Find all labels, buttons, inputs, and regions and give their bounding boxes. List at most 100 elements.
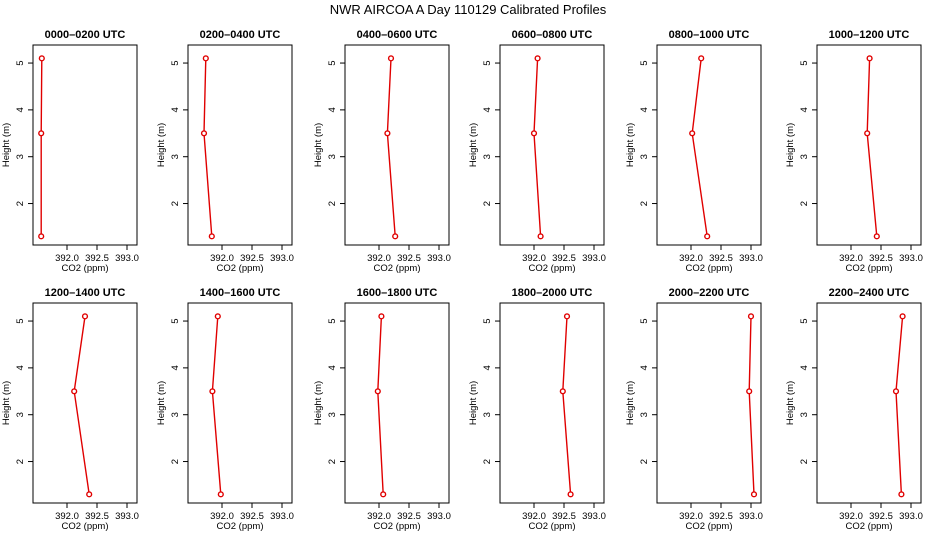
profile-panel: 0800–1000 UTC 392.0 392.5 393.0 CO2 (ppm) 2 3 4…	[625, 29, 763, 274]
y-axis-label: Height (m)	[156, 381, 167, 425]
data-point	[750, 491, 758, 498]
plot-frame	[32, 44, 138, 246]
plot-frame	[187, 44, 293, 246]
data-point	[537, 233, 544, 240]
y-tick-label: 2	[327, 459, 338, 464]
x-tick-label: 392.0	[367, 511, 391, 522]
data-point	[209, 388, 216, 395]
series-line	[866, 58, 878, 237]
x-tick-label: 393.0	[270, 511, 294, 522]
x-tick-label: 393.0	[582, 253, 606, 264]
data-point	[698, 55, 705, 62]
x-axis-label: CO2 (ppm)	[62, 263, 109, 274]
y-tick-label: 4	[639, 107, 650, 112]
panel-title: 1800–2000 UTC	[512, 287, 593, 299]
plot-frame	[344, 302, 450, 504]
plot-frame	[816, 302, 922, 504]
y-tick-label: 3	[639, 412, 650, 417]
x-tick-label: 392.5	[709, 511, 733, 522]
x-tick-label: 392.0	[55, 253, 79, 264]
data-point	[530, 130, 538, 137]
y-tick-label: 2	[639, 459, 650, 464]
data-point	[217, 491, 224, 498]
y-axis-label: Height (m)	[1, 123, 12, 167]
y-tick-label: 3	[639, 154, 650, 159]
x-axis-label: CO2 (ppm)	[529, 263, 576, 274]
panel-title: 0600–0800 UTC	[512, 29, 593, 41]
x-tick-label: 392.5	[85, 511, 109, 522]
y-tick-label: 3	[327, 412, 338, 417]
series-line	[895, 316, 904, 495]
y-tick-label: 2	[327, 201, 338, 206]
x-tick-label: 392.0	[522, 511, 546, 522]
y-tick-label: 3	[170, 412, 181, 417]
data-point	[392, 233, 399, 240]
profile-panel: 0400–0600 UTC 392.0 392.5 393.0 CO2 (ppm) 2 3 4…	[313, 29, 451, 274]
y-tick-label: 3	[482, 154, 493, 159]
y-tick-label: 4	[170, 365, 181, 370]
y-tick-label: 4	[15, 107, 26, 112]
y-axis-label: Height (m)	[468, 123, 479, 167]
y-axis-label: Height (m)	[785, 381, 796, 425]
x-axis-label: CO2 (ppm)	[529, 521, 576, 532]
y-tick-label: 4	[15, 365, 26, 370]
x-axis-label: CO2 (ppm)	[846, 263, 893, 274]
x-tick-label: 392.0	[367, 253, 391, 264]
data-point	[86, 491, 93, 498]
plot-frame	[499, 44, 605, 246]
plot-frame	[656, 44, 762, 246]
panel-title: 0400–0600 UTC	[357, 29, 438, 41]
y-tick-label: 5	[799, 60, 810, 65]
y-tick-label: 5	[170, 60, 181, 65]
y-tick-label: 3	[15, 412, 26, 417]
panel-title: 0000–0200 UTC	[45, 29, 126, 41]
y-tick-label: 4	[170, 107, 181, 112]
x-tick-label: 392.5	[397, 511, 421, 522]
series-line	[562, 316, 572, 495]
x-axis-label: CO2 (ppm)	[217, 263, 264, 274]
y-axis-label: Height (m)	[156, 123, 167, 167]
x-tick-label: 392.5	[869, 511, 893, 522]
plot-frame	[499, 302, 605, 504]
y-tick-label: 4	[799, 365, 810, 370]
x-tick-label: 392.0	[839, 511, 863, 522]
x-tick-label: 393.0	[739, 253, 763, 264]
x-axis-label: CO2 (ppm)	[217, 521, 264, 532]
y-tick-label: 2	[799, 459, 810, 464]
y-tick-label: 3	[15, 154, 26, 159]
y-tick-label: 3	[482, 412, 493, 417]
series-line	[203, 58, 213, 237]
data-point	[704, 233, 711, 240]
y-axis-label: Height (m)	[468, 381, 479, 425]
profile-panel: 1400–1600 UTC 392.0 392.5 393.0 CO2 (ppm) 2 3 4…	[156, 287, 294, 532]
y-tick-label: 2	[15, 201, 26, 206]
series-line	[73, 316, 90, 495]
y-axis-label: Height (m)	[625, 381, 636, 425]
y-tick-label: 4	[327, 365, 338, 370]
data-point	[38, 130, 45, 137]
y-tick-label: 4	[639, 365, 650, 370]
y-tick-label: 5	[639, 60, 650, 65]
series-line	[211, 316, 222, 495]
x-tick-label: 392.0	[839, 253, 863, 264]
y-tick-label: 5	[327, 60, 338, 65]
y-tick-label: 3	[170, 154, 181, 159]
y-tick-label: 5	[15, 60, 26, 65]
profile-panel: 1000–1200 UTC 392.0 392.5 393.0 CO2 (ppm) 2 3 4…	[785, 29, 923, 274]
y-tick-label: 5	[639, 318, 650, 323]
x-tick-label: 392.5	[552, 511, 576, 522]
y-tick-label: 2	[15, 459, 26, 464]
x-tick-label: 392.5	[552, 253, 576, 264]
y-tick-label: 5	[170, 318, 181, 323]
data-point	[378, 313, 385, 320]
x-tick-label: 392.5	[397, 253, 421, 264]
data-point	[38, 55, 45, 62]
data-point	[873, 233, 880, 240]
y-tick-label: 5	[327, 318, 338, 323]
panel-title: 0800–1000 UTC	[669, 29, 750, 41]
data-point	[380, 491, 387, 498]
panel-title: 2000–2200 UTC	[669, 287, 750, 299]
x-tick-label: 392.0	[522, 253, 546, 264]
data-point	[202, 55, 209, 62]
